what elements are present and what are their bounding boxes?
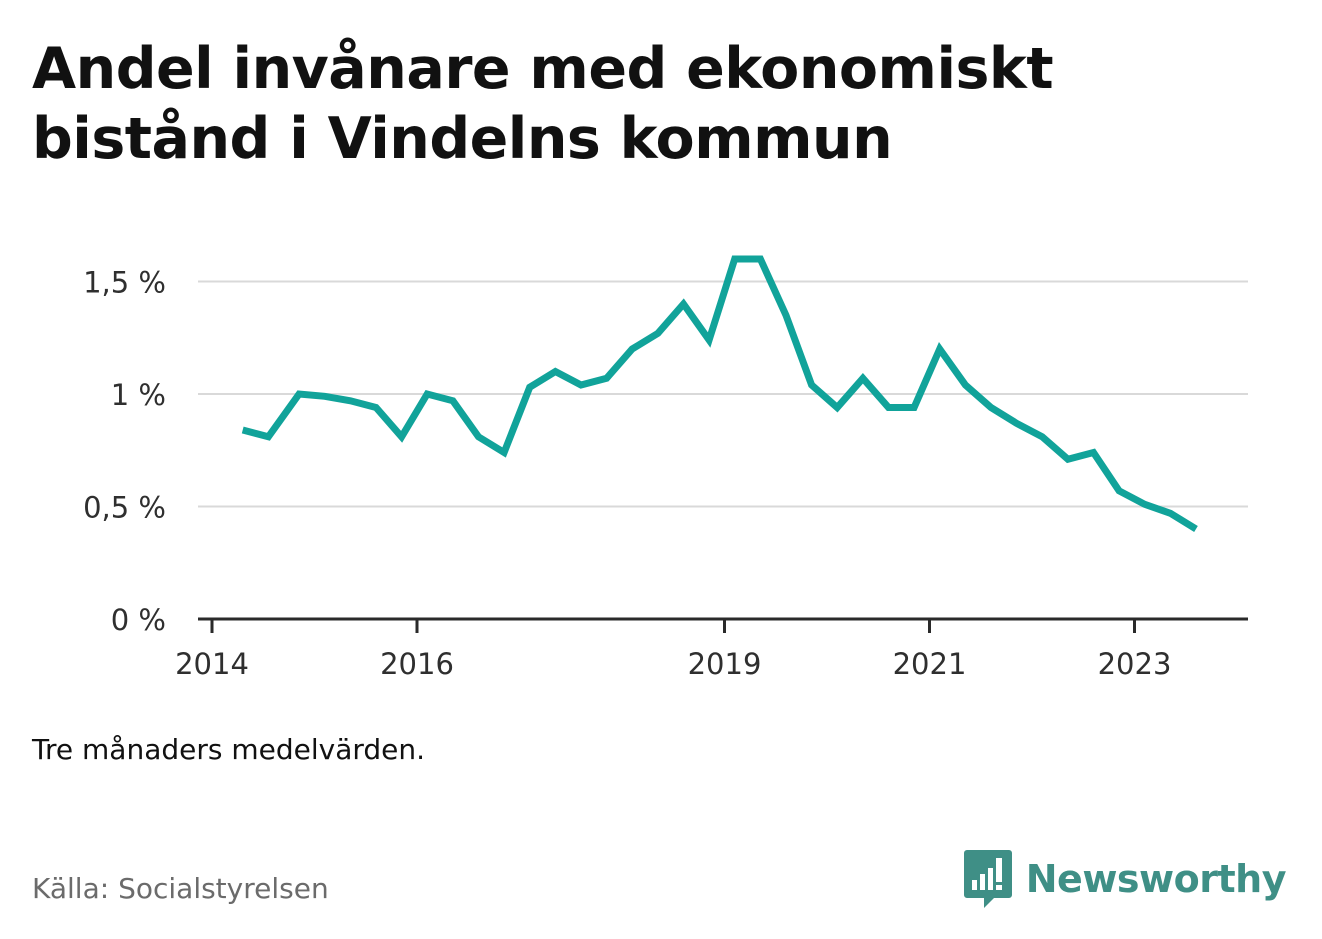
grid-lines bbox=[198, 280, 1248, 508]
brand-logo: Newsworthy bbox=[963, 850, 1287, 908]
chart-note: Tre månaders medelvärden. bbox=[32, 733, 426, 766]
x-tick-label: 2019 bbox=[688, 647, 762, 681]
bar-chart-speech-bubble-icon bbox=[963, 850, 1012, 908]
y-tick-label: 0,5 % bbox=[83, 491, 166, 525]
y-axis-ticks: 0 % 0,5 % 1 % 1,5 % bbox=[83, 266, 166, 638]
x-tick-label: 2021 bbox=[893, 647, 967, 681]
x-tick-label: 2023 bbox=[1098, 647, 1172, 681]
x-tick-label: 2014 bbox=[175, 647, 249, 681]
y-tick-label: 1 % bbox=[111, 378, 166, 412]
source-label: Källa: Socialstyrelsen bbox=[32, 872, 329, 905]
x-axis-ticks: 2014 2016 2019 2021 2023 bbox=[175, 619, 1171, 681]
x-tick-label: 2016 bbox=[380, 647, 454, 681]
chart-title: Andel invånare med ekonomiskt bistånd i … bbox=[32, 36, 1054, 172]
brand-name: Newsworthy bbox=[1025, 857, 1287, 901]
series-line bbox=[241, 255, 1198, 532]
y-tick-label: 1,5 % bbox=[83, 266, 166, 300]
y-tick-label: 0 % bbox=[111, 603, 166, 637]
